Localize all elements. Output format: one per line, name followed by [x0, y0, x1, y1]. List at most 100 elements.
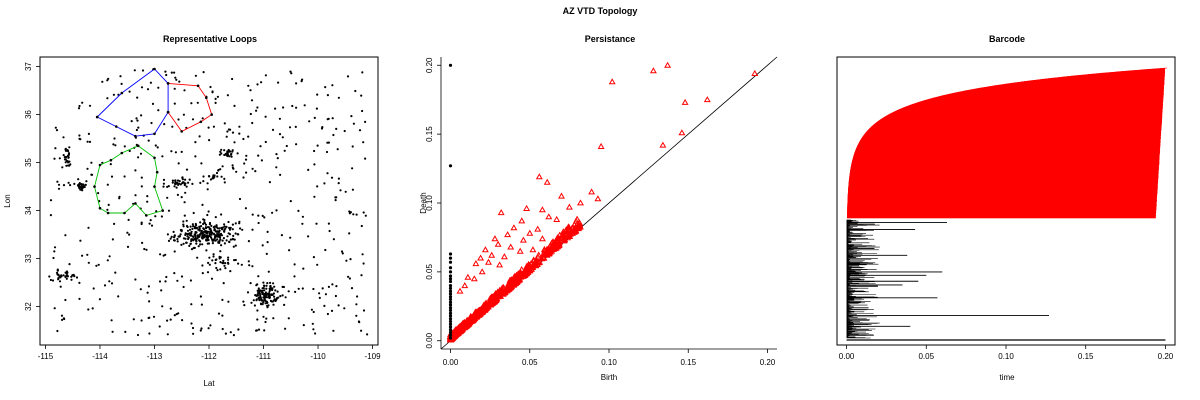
loops-point-342 — [278, 133, 282, 136]
loops-point-135 — [303, 104, 306, 107]
loop-2-vertex-10 — [93, 185, 96, 188]
loops-point-28 — [194, 155, 197, 158]
loops-point-549 — [166, 233, 169, 236]
loops-point-714 — [185, 224, 189, 228]
loops-point-1033 — [55, 271, 59, 274]
loops-point-770 — [205, 249, 208, 252]
loops-points — [48, 68, 369, 337]
loops-point-39 — [307, 235, 310, 238]
loops-point-749 — [214, 225, 217, 228]
loops-point-287 — [361, 109, 364, 113]
loops-point-147 — [295, 106, 298, 109]
loops-point-695 — [199, 243, 202, 246]
loops-point-69 — [201, 203, 204, 206]
loops-point-768 — [234, 232, 237, 235]
persistence-dim1-outlier-19 — [553, 215, 561, 222]
persistence-dim1-outlier-22 — [510, 224, 518, 231]
loops-point-299 — [140, 176, 143, 179]
loops-x-tick-label-6: -109 — [365, 352, 382, 361]
loops-point-268 — [177, 118, 180, 121]
loops-point-777 — [209, 230, 212, 233]
persistence-dim0-point-20 — [448, 311, 453, 315]
loops-point-869 — [257, 296, 260, 299]
loops-point-914 — [220, 152, 223, 155]
loops-point-184 — [351, 167, 354, 170]
barcode-x-tick-label-0: 0.00 — [839, 352, 855, 361]
loops-point-195 — [332, 329, 335, 332]
persistence-dim1-point-689 — [547, 245, 555, 252]
persistence-dim1-point-494 — [480, 301, 488, 308]
loops-point-352 — [291, 104, 294, 108]
loops-point-643 — [227, 232, 230, 235]
loops-point-109 — [362, 141, 365, 144]
persistence-dim0-point-18 — [448, 306, 453, 310]
loops-point-40 — [313, 149, 316, 153]
loops-point-295 — [88, 104, 92, 107]
loops-point-443 — [61, 318, 64, 321]
loops-point-153 — [199, 181, 202, 184]
loops-point-345 — [87, 132, 90, 135]
persistence-dim0-point-13 — [448, 292, 453, 296]
persistence-dim1-outlier-20 — [497, 208, 505, 216]
loops-point-227 — [275, 166, 278, 169]
persistence-dim0-points — [448, 63, 453, 340]
loops-x-tick-label-0: -115 — [38, 352, 54, 361]
loops-point-32 — [266, 241, 269, 244]
loops-point-911 — [231, 150, 234, 153]
loops-point-638 — [193, 233, 196, 236]
loops-point-323 — [78, 297, 81, 300]
loops-point-106 — [148, 222, 151, 225]
loops-point-365 — [108, 255, 111, 258]
loops-point-62 — [361, 253, 364, 256]
loops-point-30 — [173, 87, 176, 90]
loops-point-1013 — [49, 278, 53, 282]
loops-point-289 — [321, 287, 324, 290]
loops-point-85 — [224, 332, 227, 335]
loops-point-799 — [263, 289, 266, 292]
loops-point-1042 — [206, 182, 209, 185]
loops-point-517 — [63, 317, 66, 321]
loops-point-774 — [204, 227, 208, 230]
loops-point-913 — [228, 155, 231, 158]
persistence-dim1-point-667 — [478, 307, 486, 314]
loops-point-17 — [231, 77, 234, 81]
persistence-dim1-outlier-2 — [751, 69, 759, 76]
loops-point-382 — [201, 117, 204, 120]
loops-point-995 — [64, 148, 67, 151]
loops-point-870 — [264, 295, 267, 298]
persistence-x-tick-label-1: 0.05 — [522, 358, 538, 367]
loops-point-429 — [301, 215, 304, 218]
persistence-x-label: Birth — [601, 373, 617, 382]
loops-point-1045 — [209, 178, 212, 181]
loops-point-878 — [261, 291, 264, 294]
loops-point-561 — [210, 233, 213, 236]
loops-point-820 — [258, 299, 261, 302]
persistence-dim1-point-651 — [532, 258, 540, 265]
persistence-dim1-outlier-18 — [545, 213, 553, 220]
loops-point-52 — [295, 143, 298, 146]
loops-point-219 — [140, 222, 143, 226]
loops-point-919 — [173, 185, 176, 188]
loops-point-930 — [187, 181, 190, 184]
loops-point-442 — [247, 84, 250, 87]
loops-point-360 — [165, 73, 168, 77]
loops-point-509 — [325, 150, 329, 154]
loop-0-vertex-6 — [134, 134, 137, 138]
persistence-dim1-point-677 — [486, 294, 494, 301]
persistence-dim1-point-540 — [550, 243, 558, 250]
persistence-dim1-outlier-32 — [516, 247, 524, 254]
persistence-y-tick-label-2: 0.10 — [425, 195, 434, 211]
loops-point-367 — [86, 253, 89, 256]
loops-point-962 — [83, 185, 86, 189]
loops-point-142 — [157, 109, 160, 112]
loops-point-404 — [137, 156, 140, 159]
loops-point-235 — [364, 120, 367, 123]
loops-point-710 — [198, 227, 201, 230]
loops-point-943 — [174, 179, 177, 182]
loops-point-175 — [209, 324, 212, 327]
loops-point-127 — [141, 241, 144, 244]
loops-point-141 — [139, 152, 143, 155]
loops-point-554 — [187, 236, 190, 239]
loops-point-968 — [80, 183, 83, 186]
loops-point-332 — [170, 71, 173, 74]
